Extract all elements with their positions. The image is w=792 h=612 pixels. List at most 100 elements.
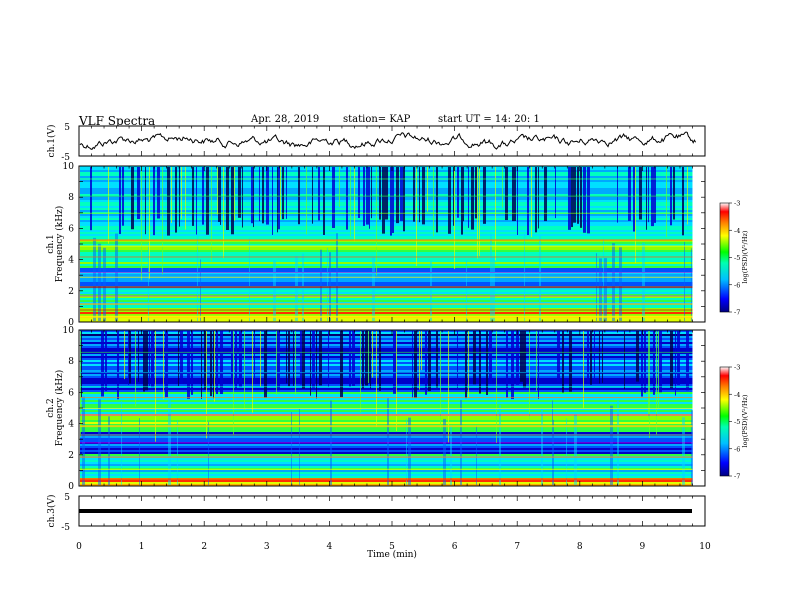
spectrogram-row bbox=[80, 308, 693, 311]
spectrogram-band bbox=[80, 478, 693, 481]
spectrogram-streak bbox=[511, 331, 514, 400]
spectrogram-streak bbox=[529, 331, 530, 420]
spectrogram-row bbox=[80, 338, 693, 341]
spectrogram-row bbox=[80, 346, 693, 349]
spectrogram-row bbox=[80, 454, 693, 457]
spectrogram-band bbox=[80, 468, 693, 470]
spectrogram-streak bbox=[573, 167, 576, 223]
spectrogram-band bbox=[80, 442, 693, 444]
spectrogram-streak bbox=[328, 331, 329, 388]
spectrogram-streak bbox=[319, 331, 322, 386]
spectrogram-row bbox=[80, 228, 693, 231]
spectrogram-streak bbox=[139, 418, 140, 485]
spectrogram-streak bbox=[406, 418, 407, 485]
spectrogram-streak bbox=[362, 331, 364, 389]
spectrogram-row bbox=[80, 270, 693, 273]
spectrogram-streak bbox=[141, 167, 142, 281]
spectrogram-streak bbox=[179, 167, 180, 227]
colorbar-tick-label: -6 bbox=[734, 445, 740, 453]
spectrogram-row bbox=[80, 340, 693, 343]
spectrogram-streak bbox=[531, 167, 532, 238]
spectrogram-streak bbox=[119, 167, 121, 234]
spectrogram-streak bbox=[101, 331, 104, 397]
spectrogram-streak bbox=[103, 247, 106, 321]
spectrogram-row bbox=[80, 306, 693, 309]
spectrogram-streak bbox=[138, 331, 139, 382]
spectrogram-row bbox=[80, 350, 693, 353]
spectrogram-row bbox=[80, 474, 693, 477]
spectrogram-streak bbox=[143, 331, 145, 392]
spectrogram-streak bbox=[419, 167, 420, 223]
x-tick-label: 4 bbox=[327, 542, 333, 552]
spectrogram-streak bbox=[191, 331, 193, 395]
spectrogram-streak bbox=[635, 167, 636, 263]
spectrogram-row bbox=[80, 242, 693, 245]
ch2-spectrogram-image bbox=[80, 330, 693, 487]
x-axis-label: Time (min) bbox=[367, 549, 417, 560]
spectrogram-row bbox=[80, 406, 693, 409]
spectrogram-streak bbox=[129, 331, 131, 384]
spectrogram-row bbox=[80, 444, 693, 447]
spectrogram-streak bbox=[654, 167, 656, 223]
x-tick-label: 5 bbox=[389, 542, 395, 552]
spectrogram-streak bbox=[648, 331, 649, 419]
spectrogram-streak bbox=[254, 331, 255, 384]
colorbar-tick-label: -4 bbox=[734, 391, 740, 399]
spectrogram-streak bbox=[278, 167, 280, 230]
spectrogram-row bbox=[80, 400, 693, 403]
spectrogram-streak bbox=[306, 167, 307, 235]
x-tick-label: 8 bbox=[577, 542, 583, 552]
spectrogram-streak bbox=[369, 331, 370, 383]
spectrogram-row bbox=[80, 342, 693, 345]
spectrogram-row bbox=[80, 344, 693, 347]
spectrogram-streak bbox=[639, 167, 642, 220]
spectrogram-streak bbox=[90, 167, 92, 231]
spectrogram-streak bbox=[468, 331, 469, 399]
spectrogram-row bbox=[80, 372, 693, 375]
spectrogram-streak bbox=[517, 167, 518, 235]
spectrogram-streak bbox=[433, 167, 434, 237]
spectrogram-streak bbox=[610, 405, 613, 485]
spectrogram-band bbox=[80, 256, 693, 258]
spectrogram-row bbox=[80, 240, 693, 243]
spectrogram-row bbox=[80, 378, 693, 381]
spectrogram-row bbox=[80, 370, 693, 373]
spectrogram-streak bbox=[354, 167, 355, 242]
spectrogram-streak bbox=[339, 167, 340, 208]
spectrogram-streak bbox=[260, 331, 261, 387]
ch1-spectrogram-image bbox=[80, 166, 693, 323]
spectrogram-streak bbox=[476, 426, 477, 485]
spectrogram-streak bbox=[117, 331, 119, 400]
ch2-colorbar-ticks: -3 -4 -5 -6 -7 bbox=[729, 364, 740, 481]
spectrogram-streak bbox=[457, 167, 459, 218]
spectrogram-streak bbox=[162, 167, 163, 275]
spectrogram-streak bbox=[105, 331, 107, 391]
spectrogram-streak bbox=[277, 167, 278, 233]
spectrogram-row bbox=[80, 404, 693, 407]
spectrogram-row bbox=[80, 334, 693, 337]
spectrogram-streak bbox=[392, 167, 394, 233]
spectrogram-streak bbox=[277, 331, 280, 391]
spectrogram-streak bbox=[682, 167, 684, 236]
spectrogram-streak bbox=[234, 167, 235, 221]
spectrogram-row bbox=[80, 300, 693, 303]
spectrogram-row bbox=[80, 250, 693, 253]
spectrogram-row bbox=[80, 354, 693, 357]
y-tick-label: 8 bbox=[68, 357, 74, 367]
ch1-waveform-panel: 5 -5 ch.1(V) bbox=[46, 123, 706, 163]
spectrogram-streak bbox=[641, 331, 643, 397]
x-tick-label: 0 bbox=[76, 542, 82, 552]
spectrogram-band bbox=[80, 397, 693, 399]
spectrogram-streak bbox=[502, 167, 503, 208]
colorbar-tick-label: -3 bbox=[734, 200, 740, 208]
spectrogram-row bbox=[80, 466, 693, 469]
spectrogram-streak bbox=[587, 167, 590, 234]
spectrogram-streak bbox=[590, 331, 592, 385]
spectrogram-band bbox=[80, 372, 693, 374]
spectrogram-row bbox=[80, 230, 693, 233]
spectrogram-streak bbox=[210, 331, 212, 397]
spectrogram-row bbox=[80, 432, 693, 435]
spectrogram-streak bbox=[574, 414, 577, 485]
spectrogram-row bbox=[80, 392, 693, 395]
spectrogram-row bbox=[80, 252, 693, 255]
